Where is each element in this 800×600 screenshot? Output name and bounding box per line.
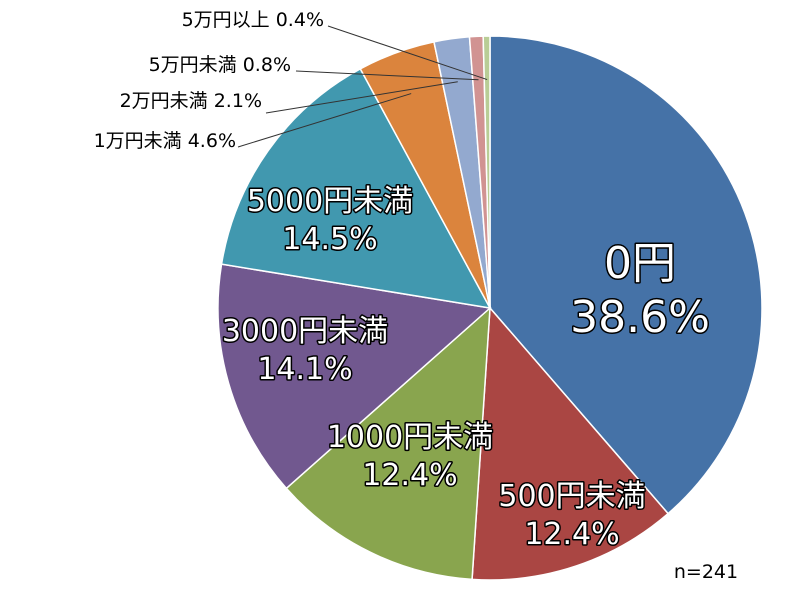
- pie-slice-4: [217, 263, 492, 490]
- leader-lines: [237, 25, 488, 148]
- slice-label-7: 2万円未満 2.1%: [120, 90, 262, 112]
- slice-value-label-3: 12.4%: [362, 458, 457, 493]
- slice-label-9: 5万円以上 0.4%: [182, 9, 324, 31]
- pie-slice-3: [285, 306, 491, 581]
- leader-line-7: [265, 81, 458, 114]
- pie-slice-5: [220, 67, 492, 309]
- slice-category-label-3: 1000円未満: [327, 420, 493, 455]
- pie-slices: [217, 35, 763, 581]
- slice-value-label-5: 14.5%: [282, 222, 377, 257]
- slice-category-label-4: 3000円未満: [222, 314, 388, 349]
- leader-line-9: [327, 25, 488, 81]
- slice-category-label-2: 500円未満: [498, 479, 645, 514]
- slice-labels: 0円38.6%500円未満12.4%1000円未満12.4%3000円未満14.…: [94, 9, 712, 554]
- slice-category-label-1: 0円: [604, 238, 676, 289]
- sample-size-note: n=241: [674, 561, 738, 583]
- slice-label-6: 1万円未満 4.6%: [94, 130, 236, 152]
- slice-value-label-1: 38.6%: [570, 292, 710, 343]
- pie-slice-9: [482, 35, 491, 309]
- pie-slice-2: [471, 306, 670, 581]
- leader-line-8: [295, 70, 479, 81]
- slice-value-label-4: 14.1%: [257, 352, 352, 387]
- slice-category-label-5: 5000円未満: [247, 184, 413, 219]
- leader-line-6: [237, 93, 412, 148]
- slice-value-label-2: 12.4%: [524, 517, 619, 552]
- pie-slice-1: [489, 35, 763, 515]
- slice-label-8: 5万円未満 0.8%: [149, 54, 291, 76]
